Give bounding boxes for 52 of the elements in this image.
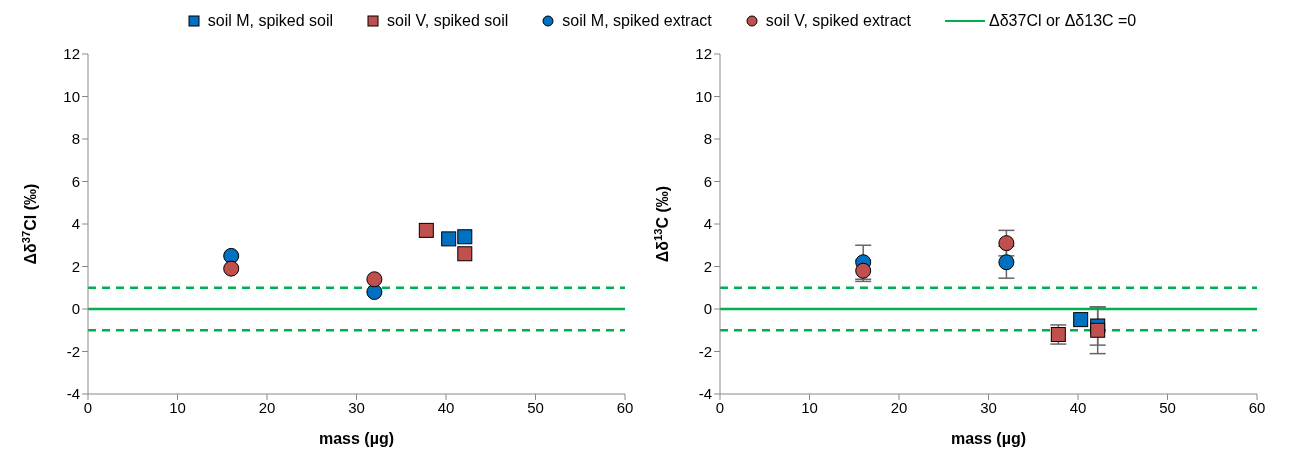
x-tick-label: 50 xyxy=(527,398,544,416)
y-tick-label: -4 xyxy=(66,385,80,403)
point xyxy=(855,262,872,279)
legend-label: soil V, spiked extract xyxy=(765,12,912,30)
point xyxy=(366,284,383,300)
x-axis-title: mass (µg) xyxy=(318,430,395,447)
x-tick-label: 40 xyxy=(437,398,455,416)
y-tick-label: 6 xyxy=(703,172,712,190)
x-tick-label: 30 xyxy=(348,398,365,416)
y-tick-label: 6 xyxy=(71,172,80,190)
y-tick-label: 4 xyxy=(703,215,712,233)
x-axis-title: mass (µg) xyxy=(950,430,1027,447)
point xyxy=(1073,312,1089,328)
x-tick-label: 60 xyxy=(616,398,634,416)
point xyxy=(223,260,240,277)
x-tick-label: 60 xyxy=(1248,398,1266,416)
y-tick-label: 4 xyxy=(71,215,80,233)
y-tick-label: 10 xyxy=(63,87,80,105)
y-tick-label: 0 xyxy=(71,300,80,318)
y-tick-label: 2 xyxy=(703,257,712,275)
point xyxy=(457,229,473,245)
y-tick-label: 10 xyxy=(695,87,712,105)
y-tick-label: 8 xyxy=(703,130,712,148)
point xyxy=(998,235,1015,252)
legend-label: soil M, spiked extract xyxy=(562,12,712,30)
point xyxy=(457,246,473,262)
x-tick-label: 20 xyxy=(258,398,276,416)
x-tick-label: 10 xyxy=(169,398,186,416)
x-tick-label: 50 xyxy=(1159,398,1176,416)
legend-label: soil V, spiked soil xyxy=(387,12,509,30)
legend-label: Δδ37Cl or Δδ13C =0 xyxy=(989,12,1137,30)
point xyxy=(441,231,457,247)
x-tick-label: 30 xyxy=(980,398,997,416)
y-tick-label: -2 xyxy=(698,342,712,360)
y-tick-label: 12 xyxy=(63,45,80,63)
x-tick-label: 0 xyxy=(715,398,725,416)
point xyxy=(418,222,434,238)
point xyxy=(223,247,240,264)
point xyxy=(366,271,383,288)
y-tick-label: 2 xyxy=(71,257,80,275)
x-tick-label: 0 xyxy=(83,398,93,416)
x-tick-label: 20 xyxy=(890,398,908,416)
y-tick-label: 12 xyxy=(695,45,712,63)
y-tick-label: -4 xyxy=(698,385,712,403)
x-tick-label: 10 xyxy=(801,398,818,416)
point xyxy=(1090,322,1106,338)
legend-label: soil M, spiked soil xyxy=(207,12,334,30)
point xyxy=(998,254,1015,271)
y-tick-label: 8 xyxy=(71,130,80,148)
x-tick-label: 40 xyxy=(1069,398,1087,416)
y-tick-label: -2 xyxy=(66,342,80,360)
y-tick-label: 0 xyxy=(703,300,712,318)
